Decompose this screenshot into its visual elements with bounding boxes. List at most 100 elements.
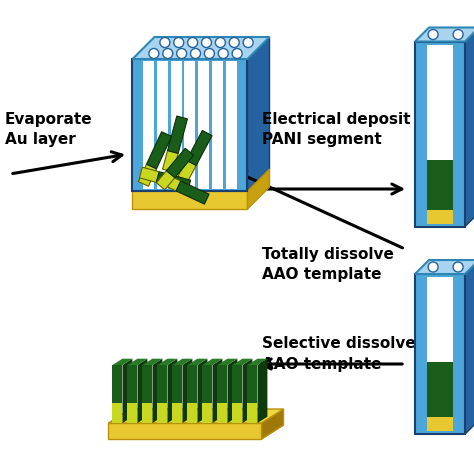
Polygon shape [166,148,194,178]
Bar [427,362,453,417]
Polygon shape [415,274,465,434]
Polygon shape [139,167,159,182]
Bar [218,403,228,423]
Polygon shape [247,359,267,365]
Polygon shape [415,212,474,227]
Bar [128,365,137,403]
Bar [427,210,453,224]
Circle shape [177,48,187,58]
Polygon shape [218,359,237,365]
Bar [233,403,243,423]
Circle shape [160,37,170,47]
Bar [212,61,223,189]
Bar [427,417,453,431]
Circle shape [215,37,225,47]
Polygon shape [112,359,132,365]
Circle shape [453,29,463,39]
Polygon shape [109,423,262,439]
Polygon shape [156,172,191,191]
Bar [188,365,198,403]
Bar [427,277,453,431]
Circle shape [453,262,463,272]
Text: AAO template: AAO template [262,356,382,372]
Bar [247,403,257,423]
Polygon shape [109,425,283,439]
Circle shape [229,37,239,47]
Polygon shape [173,359,192,365]
Bar [143,61,154,189]
Circle shape [243,37,253,47]
Polygon shape [161,174,181,191]
Polygon shape [157,359,177,365]
Polygon shape [188,359,208,365]
Circle shape [218,48,228,58]
Text: AAO template: AAO template [262,266,382,282]
Bar [226,61,237,189]
Polygon shape [167,116,187,154]
Circle shape [163,48,173,58]
Bar [218,365,228,403]
Circle shape [174,37,184,47]
Polygon shape [243,359,252,423]
Polygon shape [247,169,270,209]
Polygon shape [133,191,247,209]
Bar [173,403,182,423]
Polygon shape [186,130,212,165]
Bar [199,61,210,189]
Circle shape [201,37,211,47]
Polygon shape [182,359,192,423]
Circle shape [149,48,159,58]
Polygon shape [198,359,208,423]
Bar [171,61,182,189]
Polygon shape [212,359,222,423]
Text: Totally dissolve: Totally dissolve [262,246,394,262]
Bar [233,365,243,403]
Polygon shape [465,27,474,227]
Polygon shape [202,359,222,365]
Polygon shape [138,164,156,186]
Bar [112,403,122,423]
Polygon shape [262,409,283,439]
Polygon shape [143,359,163,365]
Bar [202,403,212,423]
Polygon shape [257,359,267,423]
Polygon shape [133,59,247,191]
Bar [157,403,167,423]
Polygon shape [415,260,474,274]
Polygon shape [167,359,177,423]
Text: Evaporate: Evaporate [5,111,92,127]
Bar [173,365,182,403]
Polygon shape [128,359,147,365]
Text: Electrical deposit: Electrical deposit [262,111,410,127]
Bar [157,61,168,189]
Polygon shape [122,359,132,423]
Bar [143,365,153,403]
Bar [247,365,257,403]
Text: PANI segment: PANI segment [262,131,382,146]
Circle shape [428,29,438,39]
Bar [112,365,122,403]
Polygon shape [228,359,237,423]
Polygon shape [109,409,283,423]
Polygon shape [163,151,178,172]
Polygon shape [415,420,474,434]
Circle shape [188,37,198,47]
Polygon shape [156,171,175,190]
Polygon shape [465,260,474,434]
Bar [128,403,137,423]
Circle shape [204,48,214,58]
Bar [184,61,195,189]
Text: Au layer: Au layer [5,131,76,146]
Polygon shape [133,37,270,59]
Bar [202,365,212,403]
Bar [427,45,453,224]
Polygon shape [146,132,172,169]
Polygon shape [247,37,270,191]
Polygon shape [153,359,163,423]
Circle shape [191,48,201,58]
Polygon shape [415,27,474,42]
Circle shape [232,48,242,58]
Polygon shape [176,181,209,204]
Polygon shape [233,359,252,365]
Polygon shape [137,359,147,423]
